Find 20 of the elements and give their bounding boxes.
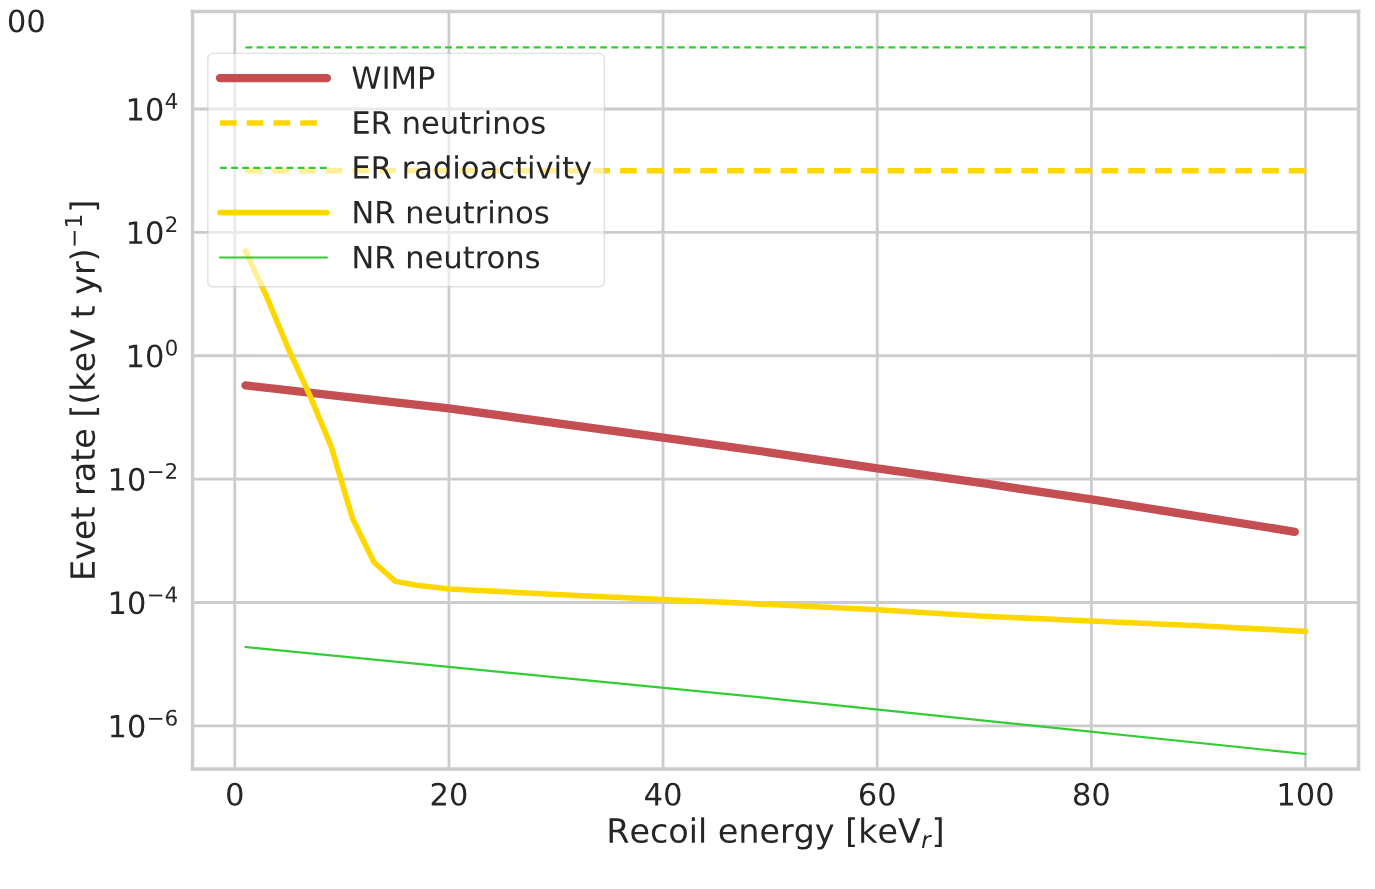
legend-label: NR neutrinos	[354, 200, 549, 224]
x-tick-label: 100	[1279, 782, 1333, 806]
x-tick-label: 80	[1073, 782, 1109, 806]
y-tick-label: 10$^{−6}$	[110, 709, 177, 738]
y-tick-label: 10$^{−4}$	[110, 586, 177, 615]
y-tick-label: 10$^{2}$	[128, 216, 177, 245]
y-tick-label: 10$^{4}$	[128, 93, 178, 121]
x-tick-label: 40	[645, 782, 681, 806]
legend-label: ER radioactivity	[354, 155, 592, 185]
text: 00	[8, 9, 44, 33]
y-axis-title: Evet rate [(keV t yr)$^{−1}$]	[64, 202, 102, 578]
x-tick-label: 60	[859, 782, 895, 806]
legend-label: NR neutrons	[354, 245, 540, 269]
x-axis-title: Recoil energy [keV$_{r}$]	[609, 817, 942, 850]
x-tick-label: 0	[227, 782, 243, 806]
legend-label: ER neutrinos	[354, 110, 545, 135]
legend-label: WIMP	[352, 66, 435, 89]
x-tick-label: 20	[431, 782, 467, 806]
y-tick-label: 10$^{0}$	[128, 339, 177, 368]
y-tick-label: 10$^{−2}$	[110, 462, 177, 491]
